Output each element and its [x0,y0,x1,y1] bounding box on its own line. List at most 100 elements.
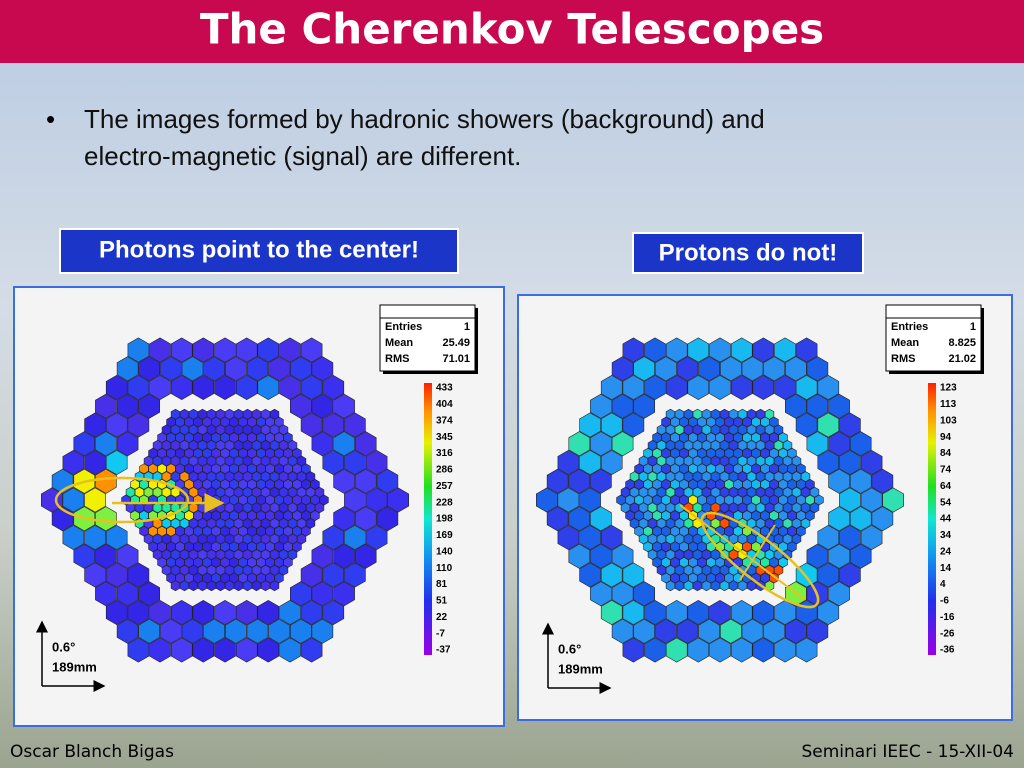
pixel [828,468,850,494]
pixel [311,581,334,607]
pixel [188,580,199,592]
pixel [310,494,320,506]
pixel [265,525,275,537]
pixel [265,479,275,490]
pixel [181,356,204,382]
pixel [247,557,257,568]
pixel [127,337,150,363]
pixel [214,600,236,625]
pixel [730,637,753,663]
pixel [600,525,623,550]
pixel [763,618,785,644]
pixel [242,580,253,592]
pixel [322,600,345,625]
pixel [644,637,666,663]
pixel [791,455,802,467]
pixel [300,637,323,663]
pixel [817,450,840,475]
pixel [701,580,712,592]
pixel [274,432,284,443]
pixel [292,525,302,537]
stats-value: 21.02 [948,353,976,365]
pixel [149,637,171,663]
pixel [310,510,320,521]
pixel [633,581,655,607]
pixel [546,506,569,532]
pixel [127,412,150,438]
pixel [206,580,217,592]
panel-label: Protons do not! [659,239,838,266]
pixel [260,424,271,436]
pixel [257,637,280,663]
pixel [785,618,807,644]
pixel [279,337,301,363]
pixel [251,424,262,436]
scale-label: 257 [436,481,453,492]
scale-label: -16 [940,612,955,623]
pixel [127,637,150,663]
scale-label: 316 [436,448,453,459]
pixel [611,543,634,569]
pixel [170,375,193,400]
pixel [260,502,271,514]
pixel [557,525,580,550]
pixel [730,600,753,625]
pixel [301,525,311,537]
scale-label: 374 [436,415,453,426]
pixel [344,487,366,513]
pixel [278,486,289,498]
scale-label: 64 [940,481,952,492]
pixel [828,543,850,569]
pixel [256,463,266,475]
pixel [251,408,262,420]
pixel [322,562,345,588]
pixel [557,487,580,513]
pixel [149,375,171,400]
pixel [257,337,280,363]
pixel [256,525,266,537]
pixel [655,356,677,382]
pixel [579,450,601,475]
stats-name: Entries [385,321,422,333]
pixel [737,580,748,592]
pixel [256,572,266,584]
pixel [764,408,775,420]
pixel [849,468,872,494]
pixel [774,600,796,625]
pixel [73,431,96,457]
pixel [805,479,815,490]
pixel [105,562,128,588]
scale-label: 34 [940,530,952,541]
pixel [387,487,409,513]
pixel [795,375,818,400]
pixel [260,471,271,482]
pixel [127,375,150,400]
pixel [296,486,307,498]
pixel [179,580,190,592]
pixel [62,450,85,475]
pixel [251,455,262,467]
pixel [773,424,784,436]
pixel [287,549,298,560]
pixel [365,450,388,475]
pixel [333,393,355,419]
pixel [247,572,257,584]
pixel [283,541,293,553]
pixel [709,600,731,625]
pixel [251,580,262,592]
scale-label: -26 [940,628,955,639]
pixel [160,618,182,644]
pixel [752,637,775,663]
pixel [116,356,139,382]
pixel [260,564,271,576]
scale-label: 94 [940,432,952,443]
pixel [333,468,355,494]
pixel [260,408,271,420]
pixel [260,549,271,560]
pixel [579,562,601,588]
pixel [720,356,742,382]
pixel [644,600,666,625]
pixel [333,431,355,457]
pixel [806,618,829,644]
pixel [809,486,820,498]
